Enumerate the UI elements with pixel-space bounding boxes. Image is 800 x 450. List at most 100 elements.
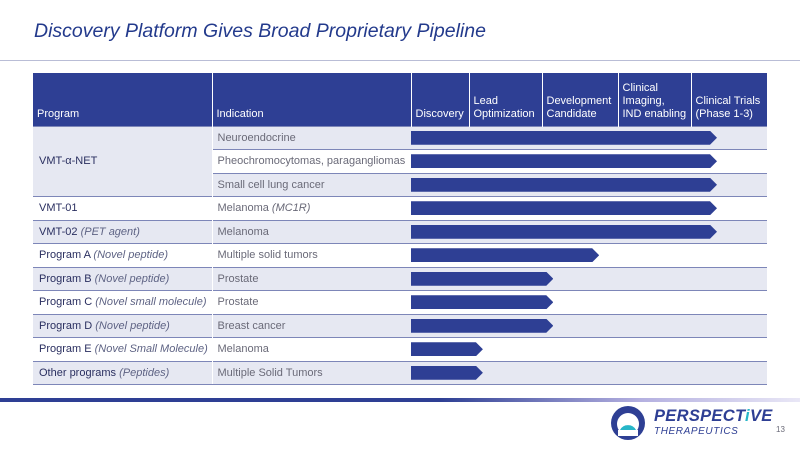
- program-note: (PET agent): [80, 225, 140, 238]
- stage-progress-bar: [411, 248, 599, 262]
- progress-cell: [411, 149, 767, 173]
- stage-progress-bar: [411, 131, 717, 145]
- program-name: Program D: [39, 319, 96, 332]
- header-program: Program: [33, 73, 212, 126]
- indication-cell: Prostate: [211, 266, 411, 291]
- indication-text: Multiple Solid Tumors: [217, 366, 323, 379]
- indication-cell: Multiple Solid Tumors: [211, 360, 411, 385]
- progress-cell: [411, 196, 767, 220]
- logo-name-part1: PERSPECT: [654, 407, 746, 425]
- table-row: VMT-01 Melanoma (MC1R): [33, 196, 767, 220]
- indication-note: (MC1R): [271, 202, 311, 215]
- indication-cell: Multiple solid tumors: [211, 243, 411, 267]
- program-note: (Novel peptide): [94, 272, 170, 285]
- progress-cell: [411, 266, 767, 291]
- program-note: (Peptides): [119, 366, 170, 379]
- progress-cell: [411, 337, 767, 361]
- progress-cell: [411, 172, 767, 197]
- indication-cell: Melanoma: [211, 219, 411, 244]
- header-discovery: Discovery: [410, 73, 469, 126]
- progress-cell: [411, 290, 767, 314]
- indication-text: Melanoma: [217, 343, 269, 356]
- progress-cell: [411, 125, 767, 150]
- indication-cell: Melanoma: [211, 337, 411, 361]
- stage-progress-bar: [411, 366, 483, 380]
- footer-gradient-bar: [0, 398, 800, 402]
- program-cell: Program B (Novel peptide): [33, 266, 212, 291]
- indication-cell: Prostate: [211, 290, 411, 314]
- program-note: (Novel peptide): [93, 249, 169, 262]
- indication-text: Small cell lung cancer: [217, 178, 325, 191]
- indication-text: Prostate: [217, 296, 259, 309]
- table-header-row: Program Indication Discovery Lead Optimi…: [33, 73, 767, 126]
- program-cell: Program D (Novel peptide): [33, 313, 212, 338]
- program-note: (Novel Small Molecule): [94, 343, 208, 356]
- program-name: Other programs: [39, 366, 120, 379]
- indication-text: Pheochromocytomas, paragangliomas: [217, 155, 406, 168]
- progress-cell: [411, 243, 767, 267]
- stage-progress-bar: [411, 154, 717, 168]
- indication-cell: Breast cancer: [211, 313, 411, 338]
- indication-text: Melanoma: [217, 202, 272, 215]
- program-cell: Program C (Novel small molecule): [33, 290, 212, 314]
- table-row: Program B (Novel peptide) Prostate: [33, 266, 767, 291]
- table-row: Program D (Novel peptide) Breast cancer: [33, 313, 767, 338]
- stage-progress-bar: [411, 201, 717, 215]
- logo-subtitle: THERAPEUTICS: [654, 426, 739, 437]
- indication-cell: Pheochromocytomas, paragangliomas: [211, 149, 411, 173]
- logo-name-part2: VE: [749, 407, 773, 425]
- program-name: VMT-α-NET: [39, 155, 98, 168]
- program-name: Program C: [39, 296, 96, 309]
- progress-cell: [411, 313, 767, 338]
- table-row: VMT-02 (PET agent) Melanoma: [33, 219, 767, 244]
- pipeline-table: Program Indication Discovery Lead Optimi…: [33, 73, 767, 385]
- indication-text: Breast cancer: [217, 319, 286, 332]
- indication-text: Neuroendocrine: [217, 131, 296, 144]
- program-name: Program A: [39, 249, 94, 262]
- program-name: VMT-01: [39, 202, 78, 215]
- progress-cell: [411, 360, 767, 385]
- slide-title: Discovery Platform Gives Broad Proprieta…: [34, 20, 486, 42]
- program-cell: VMT-01: [33, 196, 212, 220]
- header-indication: Indication: [211, 73, 411, 126]
- header-lead-optimization: Lead Optimization: [468, 73, 542, 126]
- table-row: Program A (Novel peptide) Multiple solid …: [33, 243, 767, 267]
- pipeline-rows: VMT-α-NET Neuroendocrine Pheochromocytomas…: [33, 125, 767, 385]
- table-row: Small cell lung cancer: [33, 172, 767, 197]
- company-logo: PERSPECTiVE THERAPEUTICS: [610, 405, 772, 441]
- indication-text: Multiple solid tumors: [217, 249, 318, 262]
- stage-progress-bar: [411, 295, 553, 309]
- header-clinical-trials: Clinical Trials (Phase 1-3): [690, 73, 767, 126]
- program-cell: Program A (Novel peptide): [33, 243, 212, 267]
- table-row: Pheochromocytomas, paragangliomas: [33, 149, 767, 173]
- program-name: VMT-02: [39, 225, 81, 238]
- stage-progress-bar: [411, 178, 717, 192]
- program-name: Program B: [39, 272, 95, 285]
- stage-progress-bar: [411, 272, 553, 286]
- indication-cell: Neuroendocrine: [211, 125, 411, 150]
- stage-progress-bar: [411, 225, 717, 239]
- program-cell: Other programs (Peptides): [33, 360, 212, 385]
- indication-cell: Melanoma (MC1R): [211, 196, 411, 220]
- table-row: Program E (Novel Small Molecule) Melanoma: [33, 337, 767, 361]
- header-development-candidate: Development Candidate: [541, 73, 618, 126]
- logo-name-accent: i: [745, 407, 750, 425]
- program-cell: VMT-α-NET: [33, 125, 212, 197]
- stage-progress-bar: [411, 342, 483, 356]
- table-row: VMT-α-NET Neuroendocrine: [33, 125, 767, 197]
- program-cell: Program E (Novel Small Molecule): [33, 337, 212, 361]
- indication-text: Prostate: [217, 272, 259, 285]
- progress-cell: [411, 219, 767, 244]
- program-note: (Novel peptide): [95, 319, 170, 332]
- program-name: Program E: [39, 343, 95, 356]
- table-row: Program C (Novel small molecule) Prostate: [33, 290, 767, 314]
- header-clinical-imaging: Clinical Imaging, IND enabling: [617, 73, 691, 126]
- indication-cell: Small cell lung cancer: [211, 172, 411, 197]
- table-row: Other programs (Peptides) Multiple Solid …: [33, 360, 767, 385]
- indication-text: Melanoma: [217, 225, 269, 238]
- program-cell: VMT-02 (PET agent): [33, 219, 212, 244]
- stage-progress-bar: [411, 319, 553, 333]
- page-number: 13: [776, 425, 785, 434]
- title-divider: [0, 60, 800, 61]
- logo-wordmark: PERSPECTiVE: [654, 407, 773, 426]
